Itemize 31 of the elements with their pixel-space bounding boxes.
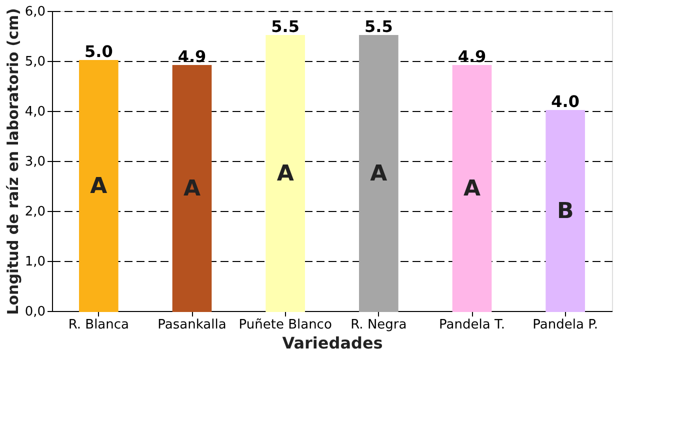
- x-tick-label: Puñete Blanco: [238, 318, 332, 332]
- bar: [79, 60, 118, 312]
- annotation: A: [90, 174, 108, 199]
- bar: [266, 35, 305, 312]
- y-tick-label: 5,0: [24, 54, 46, 70]
- x-tick-label: Pandela T.: [439, 318, 505, 332]
- y-tick-label: 2,0: [24, 204, 46, 220]
- x-tick-label: Pandela P.: [532, 318, 598, 332]
- bar: [546, 110, 585, 312]
- x-axis-title: Variedades: [282, 334, 383, 352]
- y-axis-title: Longitud de raíz en laboratorio (cm): [4, 8, 22, 315]
- y-tick-label: 1,0: [24, 254, 46, 270]
- annotation: A: [183, 176, 201, 202]
- annotation: B: [556, 199, 574, 224]
- annotation: A: [463, 176, 481, 202]
- x-tick-label: R. Blanca: [68, 318, 130, 332]
- bar: [172, 65, 212, 312]
- y-tick-label: 3,0: [24, 154, 46, 170]
- annotation: A: [370, 162, 388, 186]
- data-label: 5.5: [271, 17, 300, 36]
- data-label: 5.0: [84, 42, 113, 61]
- y-tick-label: 0,0: [24, 304, 46, 320]
- bar: [359, 35, 398, 312]
- bar: [452, 65, 492, 312]
- annotation: A: [276, 162, 294, 186]
- data-label: 5.5: [364, 17, 393, 36]
- x-tick-label: R. Negra: [350, 318, 407, 332]
- y-tick-label: 6,0: [24, 4, 46, 20]
- data-label: 4.0: [551, 92, 580, 111]
- x-tick-label: Pasankalla: [158, 318, 226, 332]
- y-tick-label: 4,0: [24, 104, 46, 120]
